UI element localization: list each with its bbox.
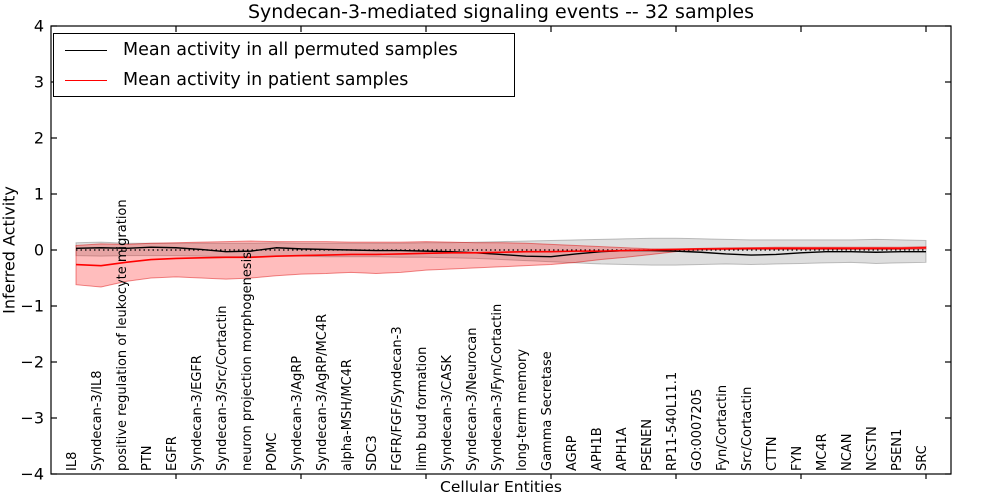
- entity-label: PSEN1: [890, 429, 905, 471]
- y-axis-label: Inferred Activity: [0, 186, 19, 314]
- entity-label: APH1A: [615, 427, 630, 471]
- entity-label: positive regulation of leukocyte migrati…: [115, 199, 130, 471]
- entity-label: Src/Cortactin: [740, 387, 755, 471]
- entity-label: Gamma Secretase: [540, 351, 555, 471]
- entity-label: APH1B: [590, 427, 605, 471]
- entity-label: MC4R: [815, 433, 830, 471]
- entity-label: Syndecan-3/AgRP: [290, 356, 305, 471]
- svg-text:−1: −1: [20, 297, 44, 316]
- entity-label: AGRP: [565, 435, 580, 471]
- entity-label: POMC: [265, 433, 280, 471]
- entity-label: Fyn/Cortactin: [715, 385, 730, 471]
- x-axis-label: Cellular Entities: [440, 478, 562, 496]
- entity-label: Syndecan-3/CASK: [440, 355, 455, 471]
- entity-label: neuron projection morphogenesis: [240, 252, 255, 471]
- svg-text:0: 0: [34, 241, 44, 260]
- x-category-labels: IL8 Syndecan-3/IL8 positive regulation of …: [65, 199, 930, 471]
- svg-text:4: 4: [34, 17, 44, 36]
- entity-label: FYN: [790, 446, 805, 471]
- svg-text:−4: −4: [20, 465, 44, 484]
- svg-text:3: 3: [34, 73, 44, 92]
- entity-label: NCSTN: [865, 426, 880, 471]
- legend-line-permuted-icon: [65, 49, 107, 51]
- legend-item-permuted: Mean activity in all permuted samples: [54, 36, 514, 64]
- entity-label: RP11-540L11.1: [665, 372, 680, 471]
- entity-label: NCAN: [840, 434, 855, 471]
- entity-label: Syndecan-3/Src/Cortactin: [215, 305, 230, 471]
- y-tick-labels: 4 3 2 1 0 −1 −2 −3 −4: [20, 17, 44, 484]
- entity-label: FGFR/FGF/Syndecan-3: [390, 326, 405, 471]
- svg-text:−2: −2: [20, 353, 44, 372]
- entity-label: alpha-MSH/MC4R: [340, 359, 355, 471]
- entity-label: limb bud formation: [415, 347, 430, 471]
- svg-text:1: 1: [34, 185, 44, 204]
- chart-title: Syndecan-3-mediated signaling events -- …: [247, 1, 755, 23]
- patient-band: [75, 240, 927, 288]
- entity-label: Syndecan-3/EGFR: [190, 355, 205, 471]
- entity-label: PTN: [140, 445, 155, 471]
- x-axis-ticks: [175, 26, 927, 479]
- permuted-mean-line: [75, 246, 926, 258]
- entity-label: SRC: [915, 445, 930, 471]
- legend-item-patient: Mean activity in patient samples: [54, 66, 514, 94]
- legend: Mean activity in all permuted samples Me…: [53, 33, 515, 97]
- entity-label: Syndecan-3/AgRP/MC4R: [315, 314, 330, 471]
- entity-label: CTTN: [765, 437, 780, 471]
- entity-label: GO:0007205: [690, 389, 705, 471]
- entity-label: IL8: [65, 452, 80, 471]
- entity-label: long-term memory: [515, 349, 530, 471]
- entity-label: PSENEN: [640, 419, 655, 471]
- patient-mean-line: [75, 246, 927, 267]
- svg-text:2: 2: [34, 129, 44, 148]
- entity-label: Syndecan-3/Fyn/Cortactin: [490, 304, 505, 471]
- legend-line-patient-icon: [65, 79, 107, 81]
- entity-label: Syndecan-3/IL8: [90, 371, 105, 471]
- svg-text:−3: −3: [20, 409, 44, 428]
- entity-label: Syndecan-3/Neurocan: [465, 328, 480, 471]
- entity-label: EGFR: [165, 436, 180, 471]
- legend-label-permuted: Mean activity in all permuted samples: [123, 40, 458, 60]
- legend-label-patient: Mean activity in patient samples: [123, 70, 409, 90]
- entity-label: SDC3: [365, 435, 380, 471]
